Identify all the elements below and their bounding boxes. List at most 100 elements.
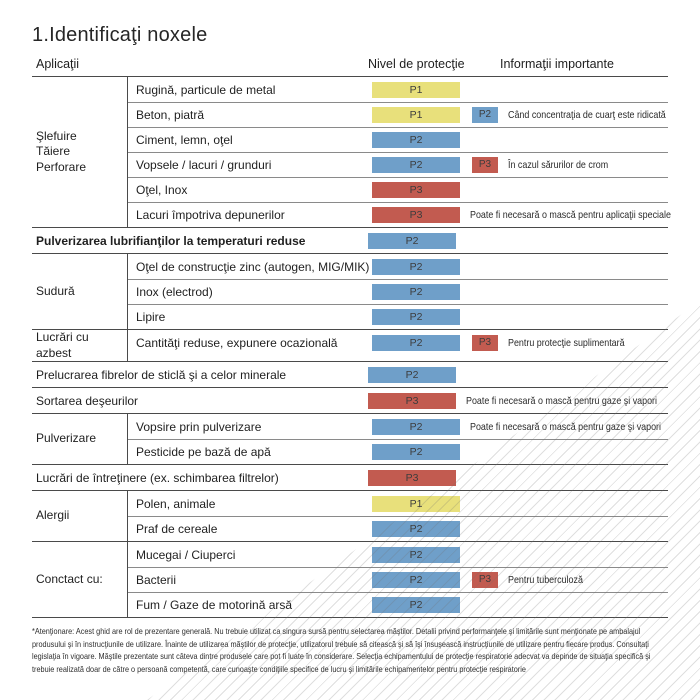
- group-rows: Prelucrarea fibrelor de sticlă şi a celo…: [32, 362, 668, 387]
- group-rows: Sortarea deşeurilor P3 Poate fi necesară…: [32, 388, 668, 413]
- table-row: Vopsele / lacuri / grunduri P2 P3 În caz…: [128, 152, 668, 177]
- extra-protection-chip: P3: [472, 572, 498, 589]
- category-label: Pulverizare: [32, 414, 128, 465]
- table-group-azbest: Lucrări cu azbest Cantităţi reduse, expu…: [32, 329, 668, 362]
- table-row: Bacterii P2 P3 Pentru tuberculoză: [128, 567, 668, 592]
- table-row: Pesticide pe bază de apă P2: [128, 439, 668, 464]
- protection-level-bar: P2: [372, 157, 460, 173]
- disclaimer-footnote: *Atenţionare: Acest ghid are rol de prez…: [32, 626, 651, 674]
- category-label: Alergii: [32, 491, 128, 542]
- application-label: Beton, piatră: [136, 108, 205, 122]
- application-label: Pesticide pe bază de apă: [136, 445, 271, 460]
- protection-level-bar: P2: [372, 546, 460, 563]
- application-label: Lucrări de întreţinere (ex. schimbarea f…: [36, 470, 279, 485]
- table-row: Ciment, lemn, oţel P2: [128, 127, 668, 152]
- column-header-important-info: Informaţii importante: [500, 57, 614, 71]
- info-cell: P3 Pentru protecţie suplimentară: [460, 334, 668, 351]
- table-row: Fum / Gaze de motorină arsă P2: [128, 592, 668, 617]
- application-label: Rugină, particule de metal: [136, 82, 276, 97]
- application-label: Mucegai / Ciuperci: [136, 547, 236, 562]
- protection-level-bar: P2: [368, 232, 456, 249]
- group-rows: Cantităţi reduse, expunere ocazională P2…: [128, 330, 668, 361]
- protection-level-bar: P2: [372, 309, 460, 325]
- application-label: Cantităţi reduse, expunere ocazională: [136, 335, 338, 350]
- table-group-alergii: Alergii Polen, animale P1 Praf de cereal…: [32, 490, 668, 542]
- group-rows: Pulverizarea lubrifianţilor la temperatu…: [32, 228, 668, 253]
- table-row: Lipire P2: [128, 304, 668, 329]
- table-row: Beton, piatră P1 P2 Când concentraţia de…: [128, 102, 668, 127]
- info-cell: P2 Când concentraţia de cuarţ este ridic…: [460, 107, 668, 123]
- table-row: Prelucrarea fibrelor de sticlă şi a celo…: [32, 362, 668, 387]
- protection-level-bar: P1: [372, 495, 460, 512]
- protection-level-bar: P3: [372, 207, 460, 223]
- application-label: Vopsele / lacuri / grunduri: [136, 158, 272, 172]
- table-row: Sortarea deşeurilor P3 Poate fi necesară…: [32, 388, 668, 413]
- guide-content: 1.Identificaţi noxele Aplicaţii Nivel de…: [32, 0, 671, 675]
- info-note: În cazul sărurilor de crom: [508, 159, 609, 171]
- table-header: Aplicaţii Nivel de protecţie Informaţii …: [32, 57, 668, 76]
- extra-protection-chip: P2: [472, 107, 498, 123]
- info-cell: P3 În cazul sărurilor de crom: [460, 157, 668, 173]
- table-group-slefuire: Şlefuire Tăiere Perforare Rugină, partic…: [32, 77, 671, 227]
- info-cell: P3 Pentru tuberculoză: [460, 572, 668, 589]
- column-header-protection-level: Nivel de protecţie: [368, 57, 465, 71]
- page-title: 1.Identificaţi noxele: [32, 24, 208, 46]
- table-row: Lucrări de întreţinere (ex. schimbarea f…: [32, 465, 668, 490]
- application-label: Vopsire prin pulverizare: [136, 419, 262, 434]
- info-note: Când concentraţia de cuarţ este ridicată: [508, 109, 666, 121]
- table-group-pulverizare: Pulverizare Vopsire prin pulverizare P2 …: [32, 413, 668, 465]
- table-row: Cantităţi reduse, expunere ocazională P2…: [128, 330, 668, 355]
- protection-level-bar: P3: [368, 392, 456, 409]
- info-note: Pentru tuberculoză: [508, 574, 583, 587]
- protection-level-bar: P2: [372, 334, 460, 351]
- info-note: Pentru protecţie suplimentară: [508, 336, 625, 349]
- category-label: Şlefuire Tăiere Perforare: [32, 77, 128, 227]
- application-label: Bacterii: [136, 573, 177, 588]
- column-header-applications: Aplicaţii: [36, 57, 80, 71]
- protection-level-bar: P2: [368, 366, 456, 383]
- table-row: Vopsire prin pulverizare P2 Poate fi nec…: [128, 414, 668, 439]
- info-note: Poate fi necesară o mască pentru gaze şi…: [470, 420, 662, 433]
- application-label: Pulverizarea lubrifianţilor la temperatu…: [36, 233, 306, 248]
- group-rows: Mucegai / Ciuperci P2 Bacterii P2 P3 Pen…: [128, 542, 668, 617]
- table-group-fibre-sticla: Prelucrarea fibrelor de sticlă şi a celo…: [32, 361, 668, 387]
- table-group-intretinere: Lucrări de întreţinere (ex. schimbarea f…: [32, 464, 668, 490]
- category-label: Sudură: [32, 254, 128, 329]
- group-rows: Rugină, particule de metal P1 Beton, pia…: [128, 77, 671, 227]
- protection-level-bar: P2: [372, 258, 460, 275]
- application-label: Praf de cereale: [136, 522, 218, 537]
- extra-protection-chip: P3: [472, 334, 498, 351]
- table-row: Lacuri împotriva depunerilor P3 Poate fi…: [128, 202, 671, 227]
- table-row: Mucegai / Ciuperci P2: [128, 542, 668, 567]
- table-row: Polen, animale P1: [128, 491, 668, 516]
- category-label: Conctact cu:: [32, 542, 128, 618]
- group-rows: Oţel de construcţie zinc (autogen, MIG/M…: [128, 254, 668, 329]
- table-group-contact-cu: Conctact cu: Mucegai / Ciuperci P2 Bacte…: [32, 541, 668, 618]
- info-cell: Poate fi necesară o mască pentru aplicaţ…: [460, 209, 671, 221]
- table-row: Inox (electrod) P2: [128, 279, 668, 304]
- application-label: Oţel de construcţie zinc (autogen, MIG/M…: [136, 259, 370, 274]
- protection-level-bar: P2: [372, 572, 460, 589]
- extra-protection-chip: P3: [472, 157, 498, 173]
- protection-level-bar: P2: [372, 418, 460, 435]
- table-group-sudura: Sudură Oţel de construcţie zinc (autogen…: [32, 253, 668, 329]
- application-label: Inox (electrod): [136, 285, 213, 299]
- protection-level-bar: P3: [372, 182, 460, 198]
- table-row: Praf de cereale P2: [128, 516, 668, 541]
- protection-level-bar: P1: [372, 81, 460, 98]
- application-label: Prelucrarea fibrelor de sticlă şi a celo…: [36, 367, 287, 382]
- table-row: Pulverizarea lubrifianţilor la temperatu…: [32, 228, 668, 253]
- table-row: Oţel, Inox P3: [128, 177, 668, 202]
- protection-level-bar: P2: [372, 132, 460, 148]
- protection-level-bar: P3: [368, 469, 456, 486]
- info-cell: Poate fi necesară o mască pentru gaze şi…: [456, 395, 668, 407]
- info-cell: Poate fi necesară o mască pentru gaze şi…: [460, 421, 668, 433]
- table-group-sortarea-deseurilor: Sortarea deşeurilor P3 Poate fi necesară…: [32, 387, 668, 413]
- group-rows: Vopsire prin pulverizare P2 Poate fi nec…: [128, 414, 668, 464]
- application-label: Lipire: [136, 310, 166, 324]
- application-label: Lacuri împotriva depunerilor: [136, 208, 285, 222]
- protection-level-bar: P2: [372, 597, 460, 614]
- application-label: Polen, animale: [136, 496, 216, 511]
- application-label: Ciment, lemn, oţel: [136, 133, 233, 147]
